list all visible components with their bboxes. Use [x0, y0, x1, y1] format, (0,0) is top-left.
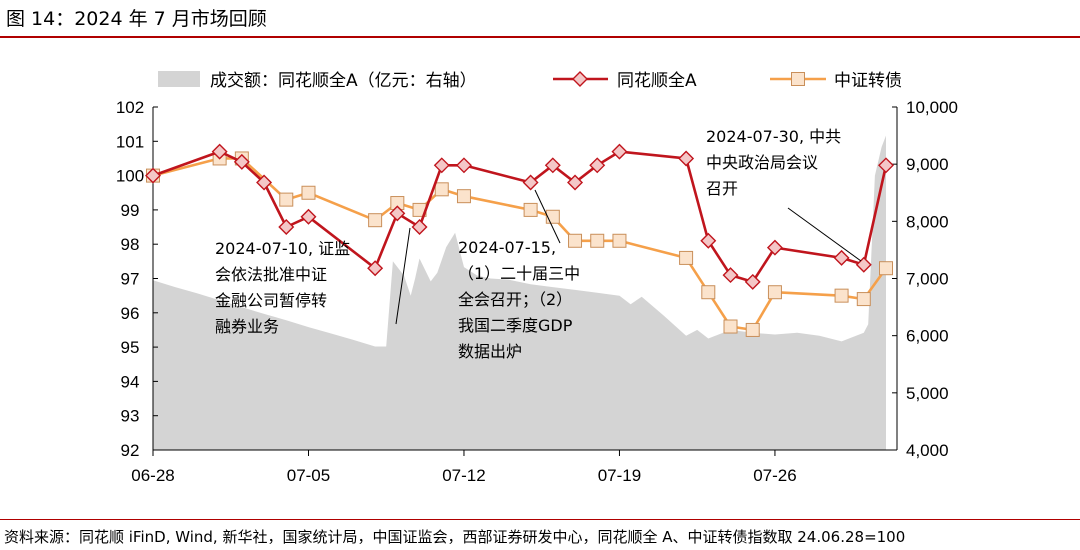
y-left-tick-label: 99: [121, 201, 140, 220]
y-right-tick-label: 7,000: [906, 270, 949, 289]
cb-point: [279, 192, 294, 207]
index-a-point: [544, 157, 561, 174]
cb-point: [723, 319, 738, 334]
y-left-tick-label: 98: [121, 235, 140, 254]
index-a-point: [567, 174, 584, 191]
index-a-point: [411, 219, 428, 236]
x-tick-label: 06-28: [131, 466, 174, 485]
index-a-point: [256, 174, 273, 191]
index-a-point: [389, 205, 406, 222]
legend-index-a-marker: [572, 71, 588, 87]
cb-point: [434, 182, 449, 197]
y-left-tick-label: 101: [116, 132, 144, 151]
index-a-point: [589, 157, 606, 174]
cb-point: [456, 189, 471, 204]
index-a-point: [833, 249, 850, 266]
index-a-point: [145, 167, 161, 184]
legend-cb-marker: [791, 72, 805, 86]
y-right-tick-label: 8,000: [906, 212, 949, 231]
legend-volume-swatch: [158, 71, 200, 87]
annotation-0715: 2024-07-15, （1）二十届三中 全会召开；（2） 我国二季度GDP 数…: [458, 238, 581, 361]
market-review-chart: 92 93 94 95 96 97 98 99 100 101 102 4,000 5,000 6,000…: [116, 71, 958, 485]
cb-point: [679, 250, 694, 265]
index-a-point: [766, 239, 783, 256]
index-a-point: [455, 157, 472, 174]
y-left-tick-label: 96: [121, 304, 140, 323]
cb-point: [612, 233, 627, 248]
volume-area: [153, 135, 886, 450]
y-right-tick-label: 10,000: [906, 98, 958, 117]
index-a-point: [367, 260, 384, 277]
legend-index-a-label: 同花顺全A: [617, 71, 697, 91]
top-rule: [0, 36, 1080, 38]
x-tick-label: 07-19: [598, 466, 641, 485]
cb-point: [568, 233, 583, 248]
index-a-point: [700, 232, 717, 249]
annotation-0710-pointer: [395, 227, 411, 325]
y-left-tick-label: 100: [116, 167, 144, 186]
index-a-point: [300, 208, 317, 225]
x-tick-label: 07-26: [753, 466, 796, 485]
cb-point: [856, 292, 871, 307]
cb-point: [545, 209, 560, 224]
annotation-0730-pointer: [787, 207, 862, 262]
cb-point: [767, 285, 782, 300]
cb-point: [523, 202, 538, 217]
index-a-point: [611, 143, 628, 160]
index-a-point: [855, 256, 872, 273]
index-a-point: [744, 273, 761, 290]
index-a-point: [722, 267, 739, 284]
annotation-0715-pointer: [534, 189, 561, 244]
cb-point: [834, 288, 849, 303]
index-a-point: [522, 174, 539, 191]
x-tick-label: 07-12: [442, 466, 485, 485]
cb-point: [879, 261, 893, 276]
y-right-tick-label: 9,000: [906, 155, 949, 174]
y-right-tick-label: 4,000: [906, 441, 949, 460]
y-left-tick-label: 92: [121, 441, 140, 460]
y-left-tick-label: 93: [121, 407, 140, 426]
index-a-point: [233, 153, 250, 170]
source-note: 资料来源：同花顺 iFinD, Wind, 新华社，国家统计局，中国证监会，西部…: [4, 528, 906, 546]
y-left-tick-label: 94: [121, 372, 140, 391]
bottom-rule: [0, 519, 1080, 520]
x-tick-label: 07-05: [287, 466, 330, 485]
y-left-tick-label: 97: [121, 270, 140, 289]
y-right-tick-label: 6,000: [906, 327, 949, 346]
y-right-tick-label: 5,000: [906, 384, 949, 403]
index-a-point: [678, 150, 695, 167]
index-a-point: [433, 157, 450, 174]
index-a-line: [152, 150, 888, 284]
cb-point: [701, 285, 716, 300]
index-a-point: [211, 143, 228, 160]
cb-point: [590, 233, 605, 248]
cb-point: [368, 213, 383, 228]
y-left-tick-label: 95: [121, 338, 140, 357]
legend-cb-label: 中证转债: [834, 71, 902, 91]
annotation-0730: 2024-07-30, 中共 中央政治局会议 召开: [706, 127, 842, 198]
annotation-0710: 2024-07-10, 证监 会依法批准中证 金融公司暂停转 融券业务: [215, 239, 351, 336]
figure-title: 图 14：2024 年 7 月市场回顾: [6, 8, 267, 30]
index-a-point: [278, 219, 295, 236]
cb-point: [745, 322, 760, 337]
index-a-point: [878, 157, 894, 174]
y-left-tick-label: 102: [116, 98, 144, 117]
cb-point: [301, 185, 316, 200]
legend-volume-label: 成交额：同花顺全A（亿元：右轴）: [210, 71, 477, 91]
